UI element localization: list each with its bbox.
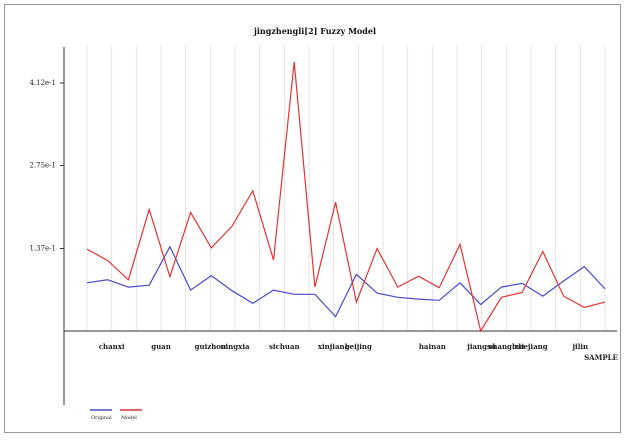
x-tick-label: hainan <box>419 342 446 351</box>
series-line-model <box>86 61 606 333</box>
x-tick-label: beijing <box>345 342 372 351</box>
y-tick-label: 1.37e-1 <box>29 245 56 253</box>
legend-label: Original <box>91 415 112 421</box>
x-tick-label: jilin <box>572 342 589 351</box>
line-chart: jingzhengli[2] Fuzzy Model 1.37e-1 2.75e-1… <box>29 26 618 421</box>
legend-label: Model <box>121 415 137 421</box>
series-line-original <box>86 245 606 318</box>
x-tick-label: ningxia <box>220 342 250 351</box>
x-tick-label: jiangsu <box>466 342 496 351</box>
y-tick-label: 2.75e-1 <box>29 161 56 169</box>
y-tick-label: 4.12e-1 <box>29 79 56 87</box>
x-tick-label: sichuan <box>269 342 300 351</box>
x-tick-label: zhejiang <box>514 342 547 351</box>
chart-frame: jingzhengli[2] Fuzzy Model 1.37e-1 2.75e-1… <box>4 4 621 433</box>
x-tick-label: guizhou <box>195 342 226 351</box>
x-tick-label: shanghai <box>488 342 524 351</box>
x-tick-label: guan <box>151 342 171 351</box>
x-axis-label: SAMPLE <box>584 353 618 362</box>
chart-title: jingzhengli[2] Fuzzy Model <box>253 26 376 36</box>
x-tick-label: chanxi <box>99 342 125 351</box>
x-tick-label: xinjiang <box>318 342 350 351</box>
